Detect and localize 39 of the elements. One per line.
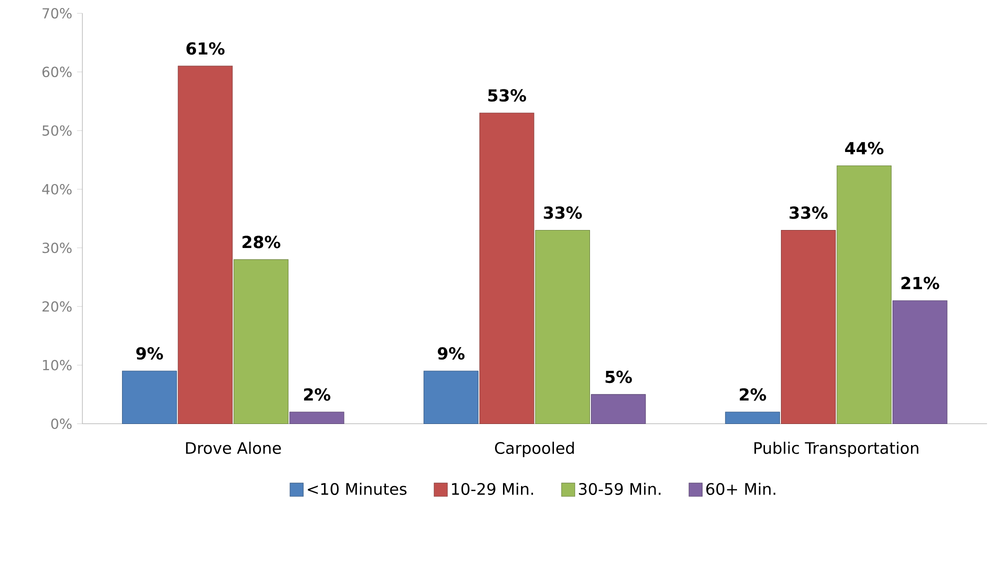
- bar: [590, 394, 646, 424]
- x-tick-label: Carpooled: [495, 442, 574, 458]
- data-label: 2%: [740, 388, 766, 401]
- bar: [836, 166, 892, 424]
- bar: [780, 230, 836, 424]
- data-label: 2%: [304, 388, 330, 401]
- bar: [178, 66, 233, 424]
- data-label: 9%: [438, 347, 465, 360]
- data-label: 53%: [488, 89, 526, 102]
- data-label: 44%: [845, 142, 884, 154]
- y-tick-label: 70%: [42, 8, 72, 19]
- legend-label: 60+ Min.: [706, 482, 776, 496]
- y-tick-label: 40%: [42, 184, 72, 195]
- data-label: 28%: [242, 236, 280, 248]
- data-label: 5%: [606, 370, 632, 384]
- bar: [289, 412, 344, 424]
- y-tick-label: 50%: [42, 125, 72, 136]
- x-tick-label: Public Transportation: [754, 442, 918, 458]
- y-tick-label: 30%: [42, 242, 72, 254]
- data-label: 33%: [544, 206, 582, 219]
- bar: [535, 230, 590, 424]
- y-tick-label: 10%: [43, 360, 72, 370]
- data-label: 61%: [186, 42, 225, 55]
- bar: [892, 300, 948, 424]
- y-tick-label: 20%: [42, 301, 72, 312]
- bar: [424, 370, 478, 424]
- bar: [479, 112, 534, 424]
- y-tick-label: 0%: [51, 418, 72, 430]
- y-tick-label: 60%: [42, 66, 72, 78]
- data-label: 21%: [901, 276, 940, 290]
- legend-label: 30-59 Min.: [578, 482, 660, 496]
- data-label: 9%: [136, 347, 163, 360]
- x-tick-label: Drove Alone: [186, 442, 281, 454]
- bar: [122, 370, 177, 424]
- legend-label: 10-29 Min.: [452, 482, 534, 496]
- bar: [234, 259, 288, 424]
- legend-label: <10 Minutes: [308, 482, 406, 496]
- bar: [725, 412, 780, 424]
- data-label: 33%: [790, 206, 828, 219]
